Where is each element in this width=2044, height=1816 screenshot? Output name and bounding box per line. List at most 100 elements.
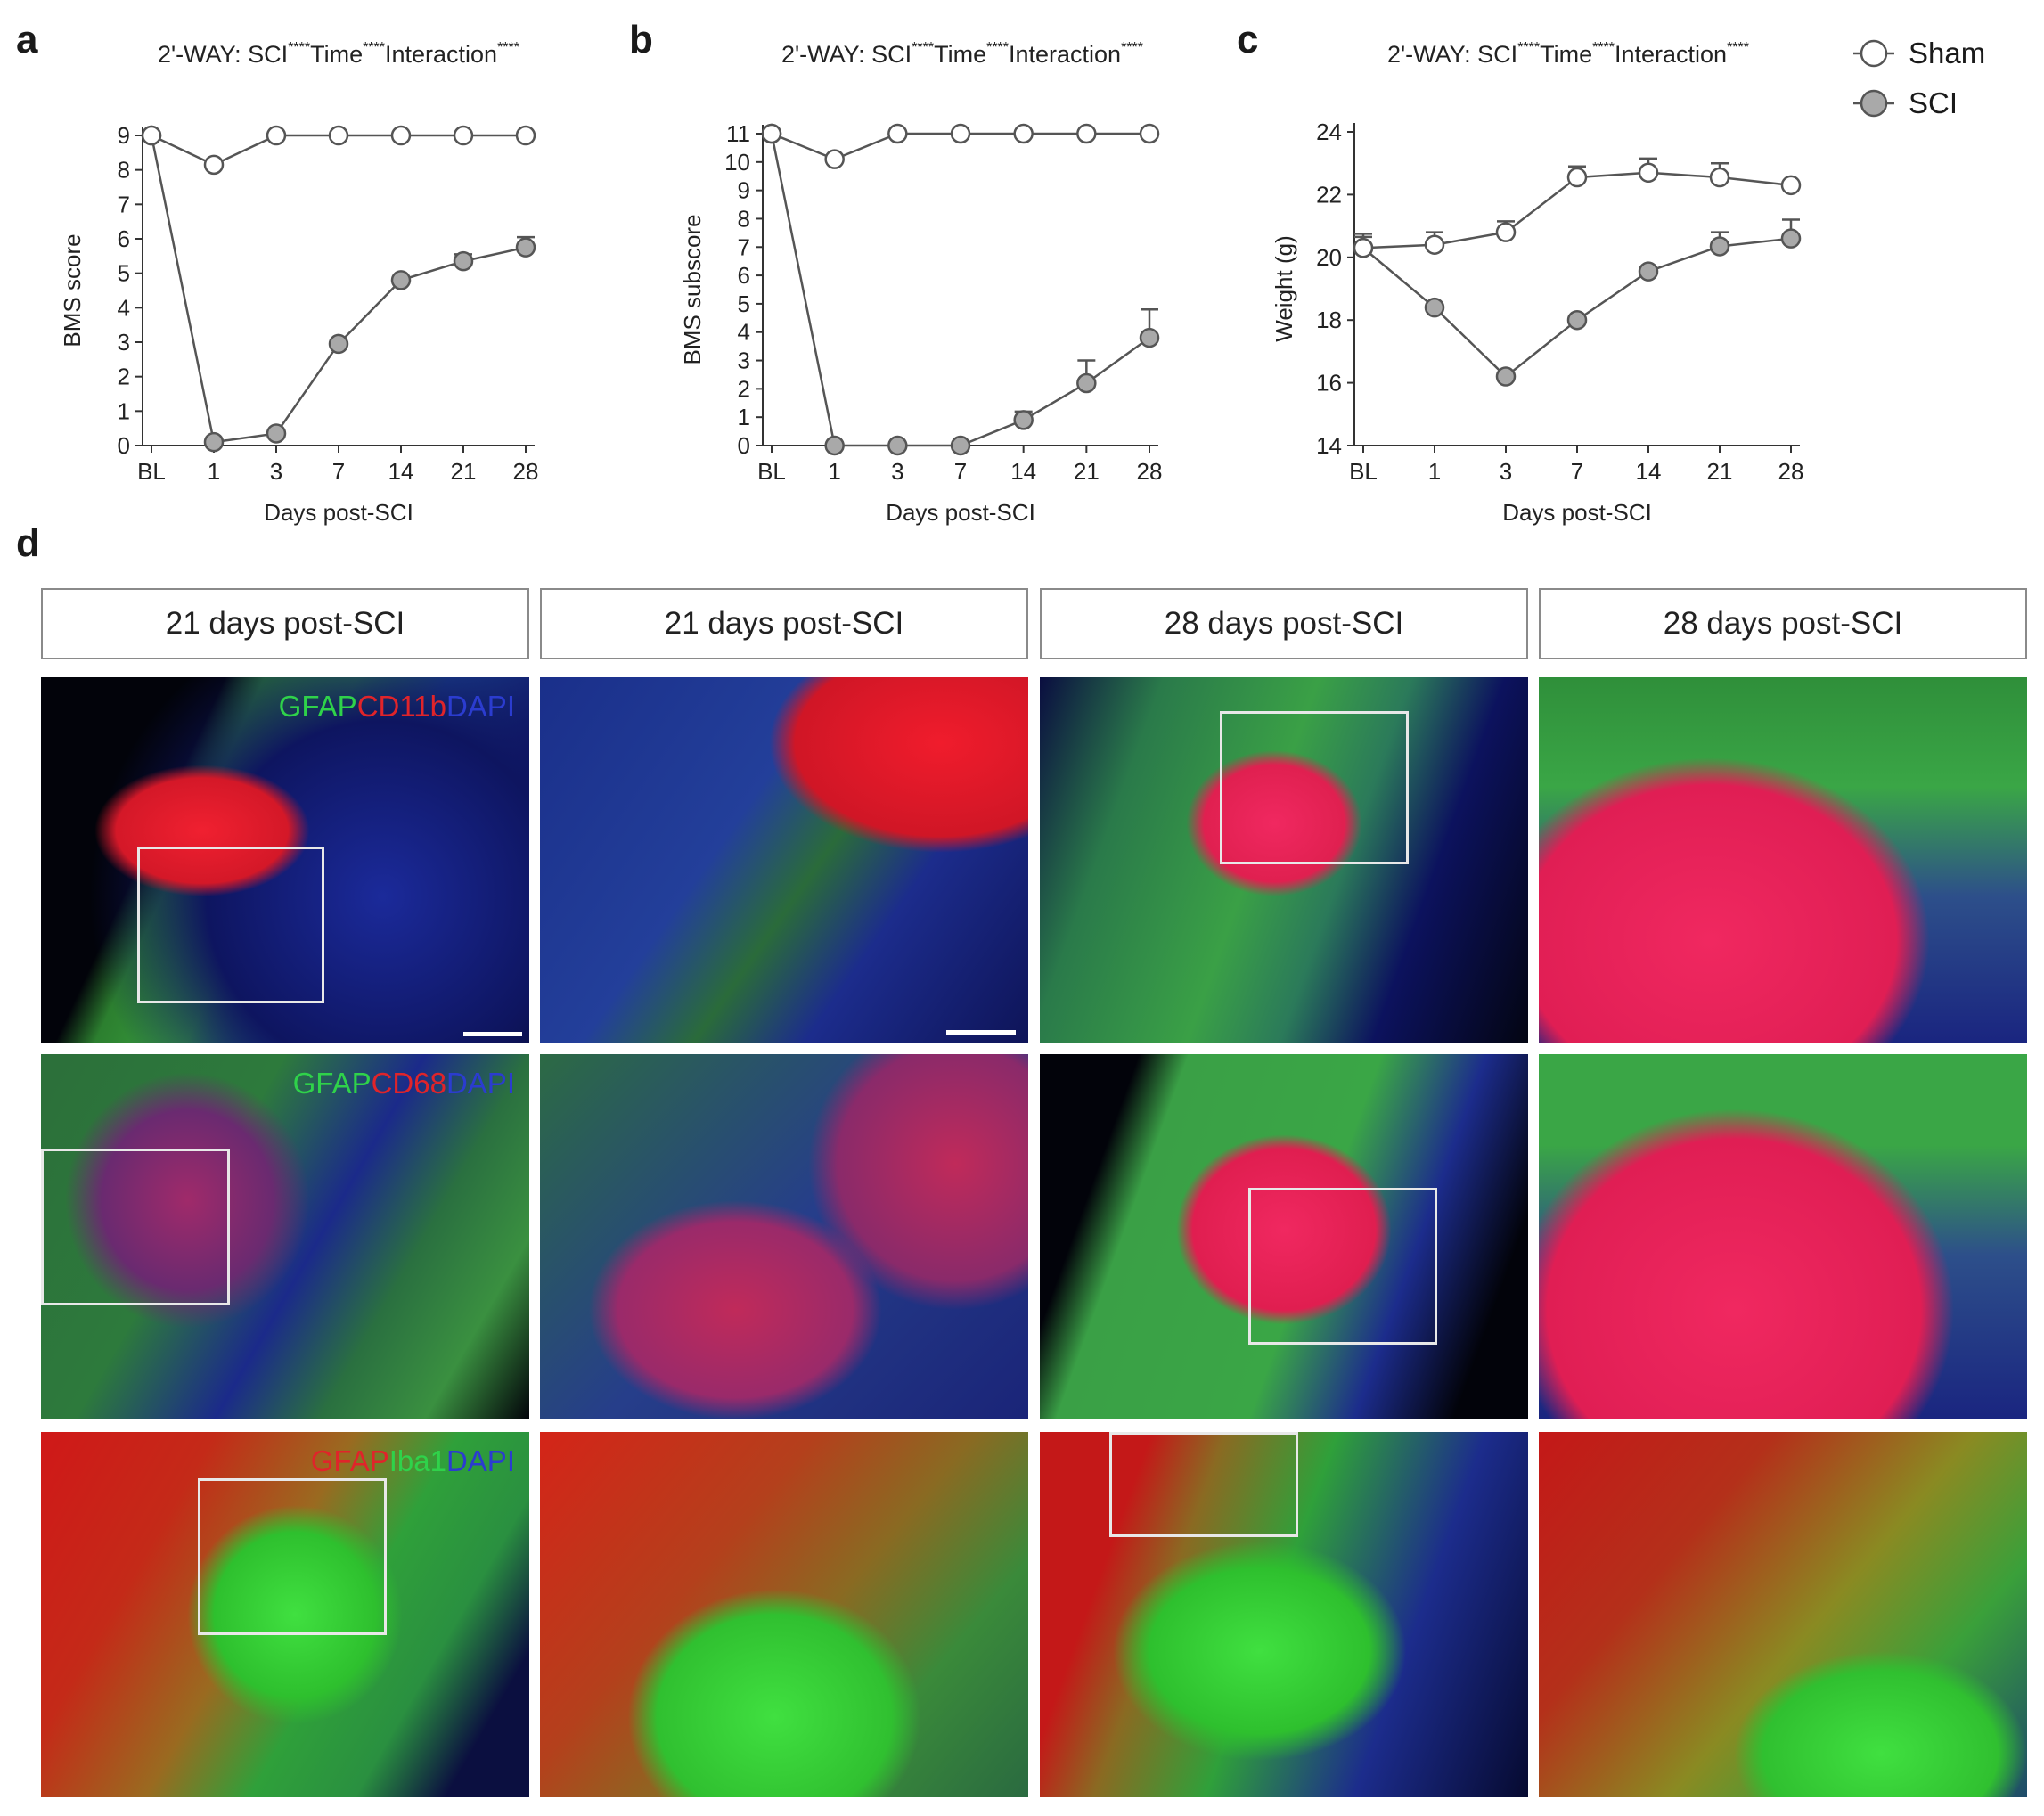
y-tick-label-c: 20 xyxy=(1316,244,1342,271)
data-point-sci-c xyxy=(1566,309,1588,331)
micrograph-row2-col2 xyxy=(540,1054,1028,1419)
chart-title-part-1: **** xyxy=(1517,40,1540,55)
micrograph-row3-col4 xyxy=(1539,1432,2027,1797)
chart-title-part-4: Interaction xyxy=(1615,41,1727,68)
data-point-sci-c xyxy=(1638,261,1659,282)
chart-title-part-3: **** xyxy=(363,40,385,55)
y-tick-label-b: 0 xyxy=(738,432,750,459)
data-point-sham-a xyxy=(266,125,287,146)
data-point-sham-b xyxy=(1076,123,1097,144)
y-tick-label-c: 24 xyxy=(1316,119,1342,145)
y-tick-label-b: 5 xyxy=(738,290,750,317)
data-point-sham-b xyxy=(824,149,845,169)
stain-label-row2-part2: CD68 xyxy=(371,1067,446,1100)
data-point-sham-a xyxy=(203,154,225,176)
x-axis-label-c: Days post-SCI xyxy=(1502,499,1652,526)
chart-title-part-2: Time xyxy=(1540,41,1592,68)
x-tick-label-a: 28 xyxy=(513,458,539,485)
legend-sham-marker xyxy=(1853,39,1894,68)
series-line-sci-a xyxy=(150,135,527,444)
data-point-sham-b xyxy=(950,123,971,144)
stain-label-row2: GFAPCD68DAPI xyxy=(293,1067,515,1100)
data-point-sham-b xyxy=(1139,123,1160,144)
x-tick-label-c: 28 xyxy=(1778,458,1804,485)
inset-box xyxy=(1220,711,1409,864)
chart-title-part-2: Time xyxy=(310,41,363,68)
chart-title-part-4: Interaction xyxy=(385,41,497,68)
x-tick-label-c: 14 xyxy=(1636,458,1662,485)
data-point-sham-c xyxy=(1495,222,1517,242)
legend-label-sci: SCI xyxy=(1909,86,1958,119)
stain-label-row3-part2: Iba1 xyxy=(388,1444,446,1477)
chart-title-part-1: **** xyxy=(912,40,934,55)
x-tick-label-a: 14 xyxy=(388,458,414,485)
data-point-sci-b xyxy=(824,435,845,456)
micrograph-row2-col3 xyxy=(1040,1054,1528,1419)
y-tick-label-a: 0 xyxy=(118,432,130,459)
micrograph-row2-col1: GFAPCD68DAPI xyxy=(41,1054,529,1419)
x-tick-label-b: BL xyxy=(757,458,786,485)
y-tick-label-b: 9 xyxy=(738,177,750,204)
x-tick-label-c: 7 xyxy=(1571,458,1583,485)
chart-title-part-0: 2'-WAY: SCI xyxy=(158,41,288,68)
x-tick-label-b: 28 xyxy=(1137,458,1163,485)
chart-title-part-0: 2'-WAY: SCI xyxy=(781,41,912,68)
data-point-sci-a xyxy=(266,423,287,444)
stain-label-row1: GFAPCD11bDAPI xyxy=(279,690,515,724)
x-tick-label-a: 7 xyxy=(332,458,345,485)
micrograph-row3-col2 xyxy=(540,1432,1028,1797)
column-header-4: 28 days post-SCI xyxy=(1539,588,2027,659)
data-point-sci-a xyxy=(453,250,474,272)
data-point-sham-c xyxy=(1353,237,1374,258)
inset-box xyxy=(41,1149,230,1305)
y-tick-label-b: 7 xyxy=(738,233,750,260)
data-point-sci-c xyxy=(1424,297,1445,318)
data-point-sham-c xyxy=(1638,162,1659,184)
panel-letter-c: c xyxy=(1237,18,1259,61)
y-tick-label-a: 9 xyxy=(118,122,130,149)
y-tick-label-c: 18 xyxy=(1316,307,1342,333)
chart-title-part-2: Time xyxy=(934,41,986,68)
inset-box xyxy=(1248,1188,1437,1345)
data-point-sham-b xyxy=(761,123,782,144)
series-line-sci-b xyxy=(770,133,1150,447)
y-tick-label-a: 5 xyxy=(118,260,130,287)
micrograph-row1-col4 xyxy=(1539,677,2027,1043)
y-tick-label-b: 3 xyxy=(738,348,750,374)
data-point-sham-c xyxy=(1709,167,1730,188)
x-tick-label-b: 1 xyxy=(828,458,840,485)
panel-letter-b: b xyxy=(629,18,653,61)
chart-title-part-5: **** xyxy=(497,40,519,55)
x-axis-label-a: Days post-SCI xyxy=(264,499,413,526)
data-point-sci-b xyxy=(1076,372,1097,394)
x-tick-label-b: 21 xyxy=(1074,458,1100,485)
micrograph-row1-col2 xyxy=(540,677,1028,1043)
chart-title-part-3: **** xyxy=(986,40,1009,55)
inset-box xyxy=(137,847,324,1003)
x-tick-label-c: 21 xyxy=(1707,458,1733,485)
stain-label-row3-part1: GFAP xyxy=(310,1444,389,1477)
inset-box xyxy=(1109,1432,1298,1537)
y-tick-label-b: 6 xyxy=(738,262,750,289)
y-tick-label-c: 22 xyxy=(1316,181,1342,208)
stain-label-row3-part3: DAPI xyxy=(446,1444,515,1477)
data-point-sham-a xyxy=(453,125,474,146)
data-point-sham-c xyxy=(1424,234,1445,255)
x-tick-label-a: BL xyxy=(137,458,166,485)
data-point-sham-a xyxy=(515,125,536,146)
chart-title-b: 2'-WAY: SCI****Time****Interaction**** xyxy=(781,40,1143,68)
stain-label-row1-part1: GFAP xyxy=(278,690,357,723)
stain-label-row2-part1: GFAP xyxy=(292,1067,372,1100)
data-point-sci-c xyxy=(1495,366,1517,387)
legend-item-sham: Sham xyxy=(1852,36,1985,71)
x-tick-label-b: 14 xyxy=(1010,458,1036,485)
data-point-sham-c xyxy=(1566,167,1588,188)
data-point-sham-b xyxy=(1013,123,1034,144)
y-tick-label-a: 2 xyxy=(118,364,130,390)
legend-sci-marker xyxy=(1853,89,1894,118)
stain-label-row1-part3: DAPI xyxy=(446,690,515,723)
data-point-sci-b xyxy=(1013,410,1034,430)
panel-letter-a: a xyxy=(16,18,38,61)
y-tick-label-b: 2 xyxy=(738,375,750,402)
x-tick-label-a: 21 xyxy=(451,458,477,485)
